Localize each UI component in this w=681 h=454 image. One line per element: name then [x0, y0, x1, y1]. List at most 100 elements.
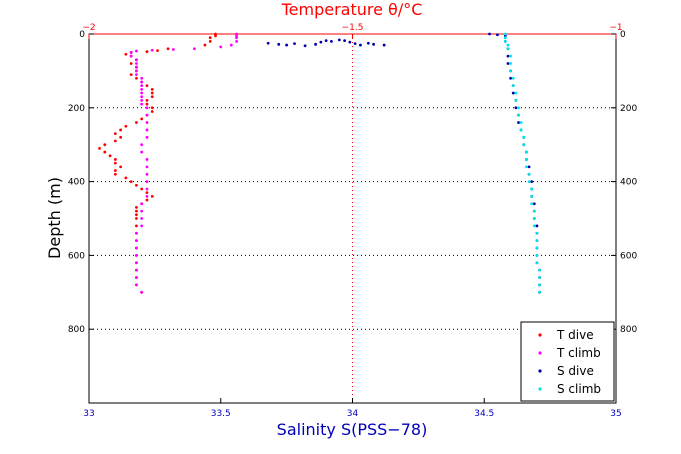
data-point	[140, 99, 144, 102]
data-point	[150, 110, 154, 113]
data-point	[135, 213, 138, 217]
data-point	[135, 254, 138, 257]
data-point	[514, 106, 518, 110]
data-point	[506, 62, 510, 65]
data-point	[372, 42, 375, 46]
data-point	[103, 150, 107, 154]
data-point	[511, 91, 515, 95]
data-point	[319, 40, 323, 44]
data-point	[124, 52, 128, 56]
data-point	[129, 51, 133, 54]
y-tick-label-right: 600	[620, 251, 637, 261]
data-point	[535, 261, 539, 265]
data-point	[140, 217, 144, 220]
data-point	[113, 169, 117, 172]
data-point	[124, 124, 128, 128]
data-point	[532, 209, 536, 213]
data-point	[145, 84, 149, 88]
data-point	[135, 69, 138, 73]
data-point	[530, 180, 534, 184]
data-point	[503, 39, 507, 43]
data-point	[135, 276, 138, 279]
top-tick-label: −2	[82, 23, 95, 33]
data-point	[235, 39, 238, 43]
data-point	[535, 231, 539, 235]
data-point	[530, 187, 534, 191]
data-point	[525, 165, 528, 169]
data-point	[535, 254, 539, 257]
data-point	[156, 49, 159, 53]
data-point	[511, 84, 515, 88]
legend: T dive T climb S dive S climb	[520, 321, 615, 402]
data-point	[140, 84, 144, 88]
y-tick-label-left: 0	[79, 30, 85, 40]
top-axis-title: Temperature θ/°C	[281, 0, 423, 19]
data-point	[343, 39, 346, 43]
data-point	[514, 91, 518, 95]
data-point	[135, 49, 138, 53]
data-point	[113, 158, 117, 161]
data-point	[532, 224, 536, 228]
data-point	[166, 47, 170, 51]
data-point	[135, 231, 138, 235]
data-point	[140, 87, 144, 91]
data-point	[530, 202, 534, 206]
data-point	[145, 121, 149, 124]
series-t-climb	[129, 32, 238, 294]
data-point	[129, 62, 133, 65]
data-point	[135, 73, 138, 76]
data-point	[506, 54, 510, 58]
data-point	[517, 106, 520, 110]
bottom-tick-label: 34	[347, 409, 359, 419]
data-point	[519, 121, 523, 124]
data-point	[150, 106, 154, 110]
y-tick-label-left: 600	[68, 251, 85, 261]
data-point	[229, 43, 233, 47]
data-point	[135, 224, 138, 228]
data-point	[535, 239, 539, 243]
data-point	[145, 106, 149, 110]
data-point	[119, 135, 123, 139]
data-point	[503, 36, 507, 40]
data-point	[285, 43, 289, 47]
data-point	[135, 58, 138, 62]
data-point	[145, 113, 149, 117]
bottom-tick-label: 35	[610, 409, 621, 419]
legend-marker	[538, 369, 542, 373]
legend-label: S climb	[557, 382, 601, 396]
data-point	[330, 39, 333, 43]
data-point	[303, 44, 307, 48]
data-point	[145, 135, 149, 139]
data-point	[509, 62, 512, 65]
data-point	[488, 32, 491, 36]
data-point	[359, 43, 362, 47]
data-point	[503, 32, 507, 36]
tick-layer: 0 0 200 200 400 400 600 600 800 800 −2 −1.5 −1 33 33.5…	[68, 23, 638, 419]
data-point	[193, 47, 196, 51]
data-point	[135, 62, 138, 65]
y-tick-label-right: 0	[620, 30, 626, 40]
data-point	[509, 76, 512, 80]
data-point	[522, 143, 526, 147]
data-point	[496, 33, 499, 37]
bottom-tick-label: 34.5	[474, 409, 494, 419]
data-point	[119, 128, 123, 132]
data-point	[135, 283, 138, 287]
bottom-tick-label: 33	[83, 409, 94, 419]
data-point	[150, 48, 154, 52]
data-point	[140, 80, 144, 84]
data-point	[532, 217, 536, 220]
data-point	[140, 202, 144, 206]
data-point	[145, 102, 149, 106]
data-point	[135, 65, 138, 69]
data-point	[506, 43, 510, 47]
data-point	[208, 39, 212, 43]
data-point	[135, 76, 138, 80]
data-point	[519, 128, 523, 132]
data-point	[527, 172, 531, 176]
data-point	[140, 224, 144, 228]
data-point	[135, 261, 138, 265]
data-point	[509, 69, 512, 73]
data-point	[314, 42, 318, 46]
